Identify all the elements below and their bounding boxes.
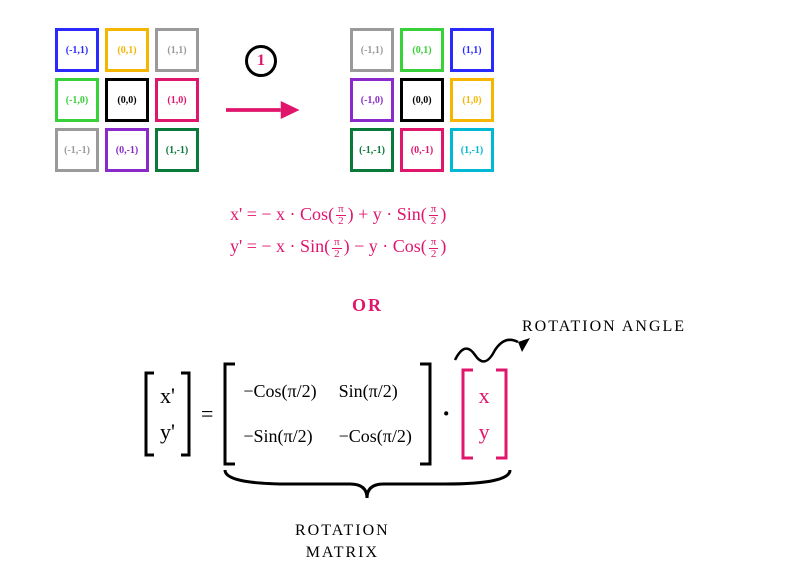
result-grid: (-1,1)(0,1)(1,1)(-1,0)(0,0)(1,0)(-1,-1)(…	[350, 28, 494, 172]
mat-cell: −Cos(π/2)	[243, 381, 316, 402]
grid-cell: (1,0)	[155, 78, 199, 122]
grid-cell: (1,1)	[450, 28, 494, 72]
grid-cell: (-1,1)	[55, 28, 99, 72]
arrow-icon	[222, 95, 302, 125]
or-label: OR	[352, 295, 383, 316]
vec-y: y	[479, 419, 490, 445]
grid-cell: (-1,0)	[350, 78, 394, 122]
rotation-equations: x' = − x · Cos(π2) + y · Sin(π2) y' = − …	[230, 198, 446, 263]
matrix-equation: x' y' = −Cos(π/2) Sin(π/2) −Sin(π/2) −Co…	[142, 360, 510, 468]
vec-y: y'	[160, 419, 175, 445]
mat-cell: −Sin(π/2)	[243, 426, 316, 447]
grid-cell: (0,-1)	[105, 128, 149, 172]
rotation-matrix-annotation: ROTATION MATRIX	[295, 520, 390, 565]
grid-cell: (1,0)	[450, 78, 494, 122]
eq-term: − x · Sin	[261, 236, 324, 256]
mat-cell: Sin(π/2)	[339, 381, 412, 402]
equation-y: y' = − x · Sin(π2) − y · Cos(π2)	[230, 230, 446, 262]
rotation-count-label: 1	[257, 52, 265, 70]
grid-cell: (0,1)	[105, 28, 149, 72]
grid-cell: (1,1)	[155, 28, 199, 72]
eq-term: − x · Cos	[261, 204, 328, 224]
equals: =	[201, 401, 213, 427]
eq-lhs: x' =	[230, 204, 261, 224]
rotation-count-badge: 1	[245, 45, 277, 77]
eq-lhs: y' =	[230, 236, 261, 256]
rotation-angle-annotation: ROTATION ANGLE	[522, 316, 686, 338]
grid-cell: (1,-1)	[155, 128, 199, 172]
mat-cell: −Cos(π/2)	[339, 426, 412, 447]
grid-cell: (-1,-1)	[350, 128, 394, 172]
grid-cell: (-1,0)	[55, 78, 99, 122]
grid-cell: (-1,1)	[350, 28, 394, 72]
eq-term: + y · Sin	[358, 204, 421, 224]
vec-x: x'	[160, 383, 175, 409]
input-vector: x y	[459, 366, 510, 462]
dot-operator: ·	[442, 399, 451, 429]
vec-x: x	[479, 383, 490, 409]
grid-cell: (0,-1)	[400, 128, 444, 172]
grid-cell: (0,0)	[400, 78, 444, 122]
curly-brace-icon	[220, 468, 515, 507]
grid-cell: (0,1)	[400, 28, 444, 72]
grid-cell: (1,-1)	[450, 128, 494, 172]
source-grid: (-1,1)(0,1)(1,1)(-1,0)(0,0)(1,0)(-1,-1)(…	[55, 28, 199, 172]
equation-x: x' = − x · Cos(π2) + y · Sin(π2)	[230, 198, 446, 230]
result-vector: x' y'	[142, 369, 193, 459]
eq-term: − y · Cos	[354, 236, 421, 256]
grid-cell: (0,0)	[105, 78, 149, 122]
rotation-matrix: −Cos(π/2) Sin(π/2) −Sin(π/2) −Cos(π/2)	[221, 360, 434, 468]
grid-cell: (-1,-1)	[55, 128, 99, 172]
